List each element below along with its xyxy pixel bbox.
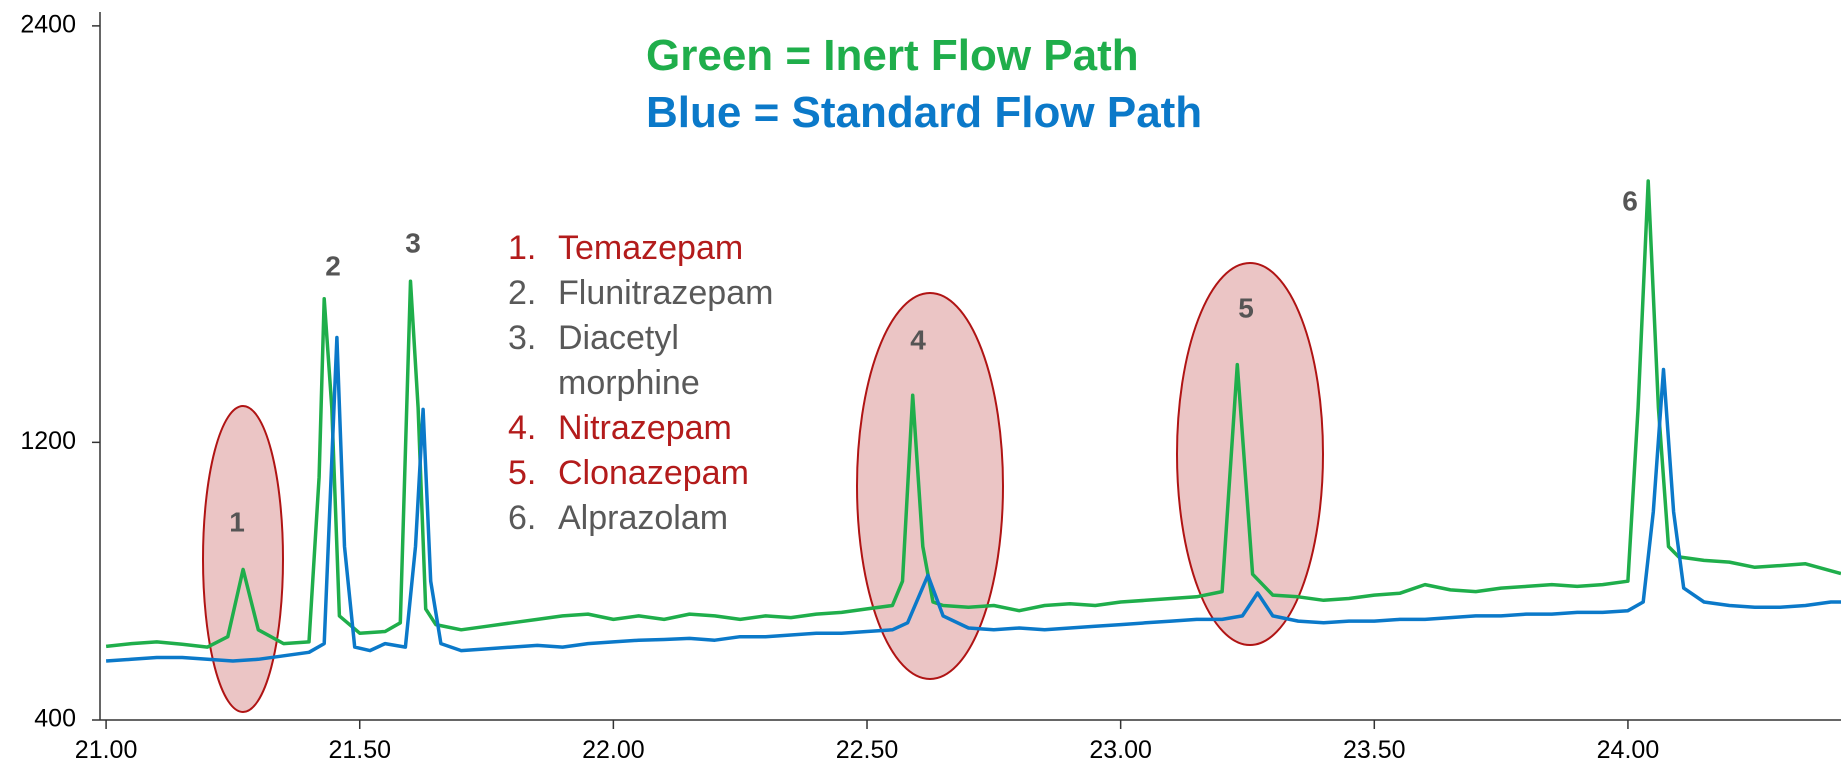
peak-label: 3 xyxy=(405,227,421,258)
x-tick-label: 23.50 xyxy=(1343,736,1406,764)
y-tick-label: 400 xyxy=(34,705,76,733)
compound-number: 5. xyxy=(508,454,537,492)
highlight-ellipse xyxy=(856,292,1004,680)
compound-item: 5. Clonazepam xyxy=(508,451,798,496)
compound-number: 3. xyxy=(508,319,537,357)
compound-number: 2. xyxy=(508,274,537,312)
compound-number: 1. xyxy=(508,229,537,267)
y-tick-label: 1200 xyxy=(20,427,76,455)
chart-title: Green = Inert Flow Path xyxy=(646,31,1139,80)
x-tick-label: 21.50 xyxy=(328,736,391,764)
compound-item: 2. Flunitrazepam xyxy=(508,271,798,316)
compound-item: 1. Temazepam xyxy=(508,226,798,271)
peak-label: 4 xyxy=(910,324,926,355)
x-tick-label: 22.50 xyxy=(836,736,899,764)
x-tick-label: 23.00 xyxy=(1089,736,1152,764)
peak-label: 1 xyxy=(229,506,245,537)
x-tick-label: 24.00 xyxy=(1597,736,1660,764)
compound-name: Nitrazepam xyxy=(558,409,732,447)
series-line xyxy=(105,335,1841,663)
compound-item: 4. Nitrazepam xyxy=(508,406,798,451)
x-tick-label: 21.00 xyxy=(75,736,138,764)
highlight-ellipse xyxy=(202,405,284,713)
compound-number: 6. xyxy=(508,499,537,537)
peak-label: 5 xyxy=(1238,292,1254,323)
compound-name: Temazepam xyxy=(558,229,744,267)
highlight-group xyxy=(202,262,1324,713)
x-tick-label: 22.00 xyxy=(582,736,645,764)
compound-name: Clonazepam xyxy=(558,454,749,492)
compound-item: 3. Diacetyl morphine xyxy=(508,316,798,406)
compound-name: Flunitrazepam xyxy=(558,274,774,312)
compound-number: 4. xyxy=(508,409,537,447)
peak-label: 2 xyxy=(325,250,341,281)
y-tick-label: 2400 xyxy=(20,10,76,38)
chart-title: Blue = Standard Flow Path xyxy=(646,88,1202,137)
compound-name: Diacetyl morphine xyxy=(558,319,700,402)
peak-label: 6 xyxy=(1622,185,1638,216)
compound-list: 1. Temazepam 2. Flunitrazepam 3. Diacetyl mor… xyxy=(508,226,798,541)
compound-item: 6. Alprazolam xyxy=(508,496,798,541)
highlight-ellipse xyxy=(1176,262,1324,646)
compound-name: Alprazolam xyxy=(558,499,729,537)
